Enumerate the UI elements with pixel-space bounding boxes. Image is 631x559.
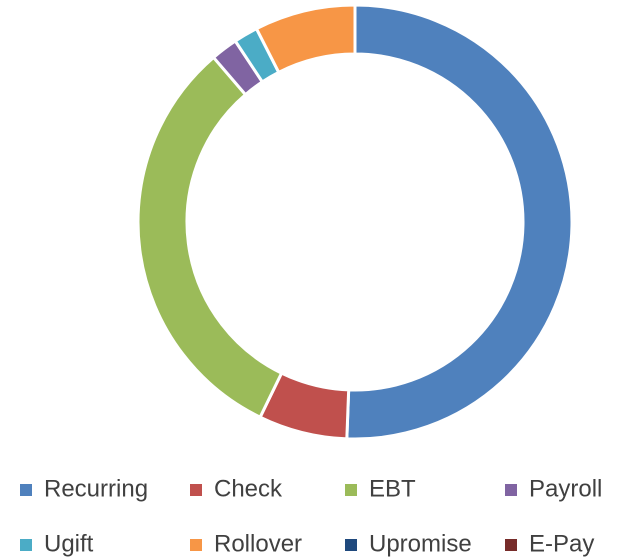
legend-swatch (20, 539, 32, 551)
legend-swatch (190, 539, 202, 551)
legend-swatch (345, 484, 357, 496)
legend-swatch (345, 539, 357, 551)
legend-label: E-Pay (529, 530, 594, 557)
legend-label: Ugift (44, 530, 94, 557)
legend-label: EBT (369, 475, 416, 502)
donut-segment (254, 3, 357, 75)
legend-label: Recurring (44, 475, 148, 502)
legend-swatch (190, 484, 202, 496)
legend-swatch (505, 484, 517, 496)
legend-label: Check (214, 475, 283, 502)
donut-segment (345, 3, 574, 441)
legend-swatch (20, 484, 32, 496)
donut-segment (136, 55, 284, 420)
legend-swatch (505, 539, 517, 551)
legend-label: Rollover (214, 530, 302, 557)
legend-label: Upromise (369, 530, 472, 557)
legend-label: Payroll (529, 475, 602, 502)
